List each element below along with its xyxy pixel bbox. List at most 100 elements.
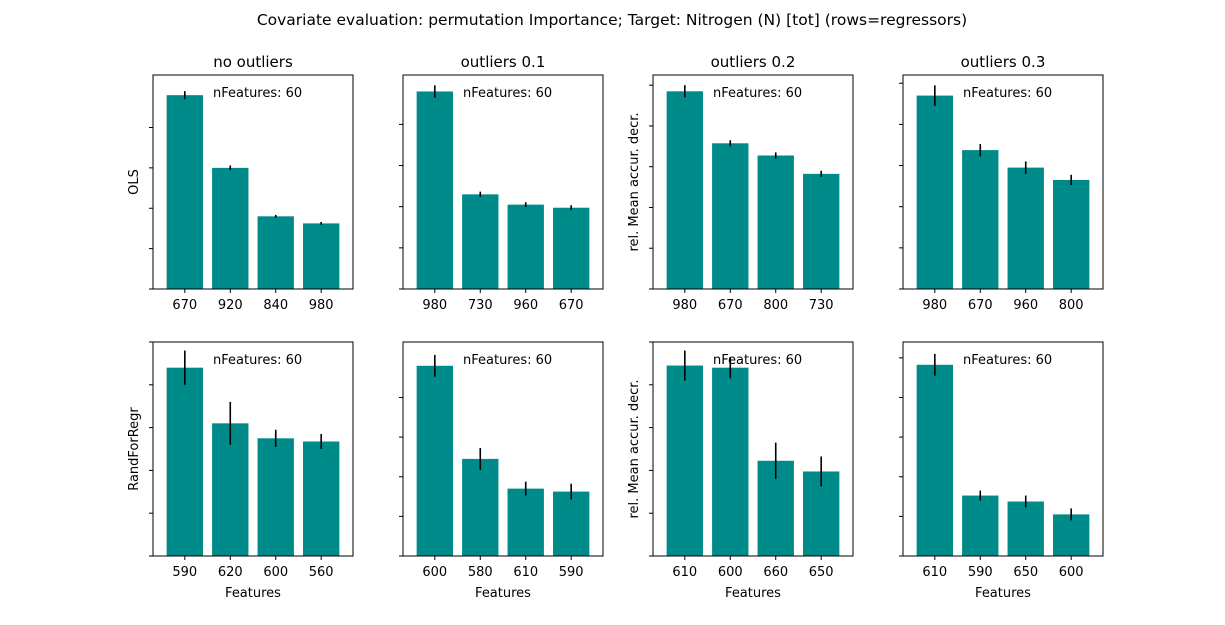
subplot-2-3: 610 600 660 650 nFeatures: 60 Features rel. Me…	[627, 341, 854, 601]
bar	[553, 207, 590, 289]
x-tick-label: 800	[1059, 298, 1084, 313]
bar	[212, 423, 249, 556]
axes-frame	[652, 341, 854, 557]
axes-frame	[152, 341, 354, 557]
bar	[212, 167, 249, 289]
bar	[507, 204, 544, 289]
annotation-label: nFeatures: 60	[963, 353, 1052, 368]
x-tick-label: 610	[513, 565, 538, 580]
y-axis-label: OLS	[127, 169, 142, 195]
x-tick-label: 960	[513, 298, 538, 313]
x-tick-label: 960	[1013, 298, 1038, 313]
bar	[257, 216, 294, 289]
annotation-label: nFeatures: 60	[213, 86, 302, 101]
bar	[416, 91, 453, 290]
subplot-title: outliers 0.2	[711, 53, 796, 71]
x-tick-label: 590	[172, 565, 197, 580]
subplot-1-3: 980 670 800 730 nFeatures: 60 outliers 0.2 rel…	[627, 53, 854, 313]
y-axis-label: rel. Mean accur. decr.	[627, 379, 642, 518]
x-tick-label: 600	[1059, 565, 1084, 580]
x-tick-label: 980	[922, 298, 947, 313]
bar	[1053, 514, 1090, 556]
x-tick-label: 660	[763, 565, 788, 580]
subplot-title: outliers 0.1	[461, 53, 546, 71]
axes-frame	[902, 74, 1104, 290]
bar	[666, 365, 703, 556]
bar	[416, 365, 453, 556]
x-tick-label: 980	[309, 298, 334, 313]
bar	[962, 495, 999, 556]
subplot-1-2: 980 730 960 670 nFeatures: 60 outliers 0.1	[399, 53, 604, 313]
annotation-label: nFeatures: 60	[713, 353, 802, 368]
subplot-2-2: 600 580 610 590 nFeatures: 60 Features	[399, 341, 604, 601]
annotation-label: nFeatures: 60	[213, 353, 302, 368]
bar	[916, 364, 953, 556]
x-tick-label: 650	[809, 565, 834, 580]
bar	[1007, 501, 1044, 556]
bar	[303, 441, 340, 556]
subplot-1-4: 980 670 960 800 nFeatures: 60 outliers 0.3	[899, 53, 1104, 313]
x-tick-label: 590	[968, 565, 993, 580]
subplot-2-1: 590 620 600 560 nFeatures: 60 Features RandFor…	[127, 341, 354, 601]
annotation-label: nFeatures: 60	[713, 86, 802, 101]
x-tick-label: 730	[468, 298, 493, 313]
subplot-title: outliers 0.3	[961, 53, 1046, 71]
axes-frame	[402, 341, 604, 557]
x-tick-label: 650	[1013, 565, 1038, 580]
subplot-grid: 670 920 840 980 nFeatures: 60 no outliers OLS 9…	[127, 53, 1104, 601]
bar	[462, 194, 499, 289]
bar	[916, 95, 953, 289]
bar	[712, 367, 749, 556]
x-tick-label: 620	[218, 565, 243, 580]
x-tick-label: 670	[172, 298, 197, 313]
y-axis-label: rel. Mean accur. decr.	[627, 112, 642, 251]
annotation-label: nFeatures: 60	[463, 353, 552, 368]
subplot-1-1: 670 920 840 980 nFeatures: 60 no outliers OLS	[127, 53, 354, 313]
x-axis-label: Features	[225, 586, 281, 601]
x-tick-label: 670	[968, 298, 993, 313]
y-axis-label: RandForRegr	[127, 407, 142, 491]
bar	[166, 95, 203, 289]
bar	[962, 150, 999, 289]
axes-frame	[402, 74, 604, 290]
x-tick-label: 610	[672, 565, 697, 580]
x-axis-label: Features	[975, 586, 1031, 601]
bar	[757, 155, 794, 289]
x-tick-label: 600	[422, 565, 447, 580]
x-tick-label: 980	[672, 298, 697, 313]
bar	[257, 438, 294, 556]
bar	[462, 458, 499, 556]
x-tick-label: 730	[809, 298, 834, 313]
x-tick-label: 600	[718, 565, 743, 580]
bar	[303, 223, 340, 289]
axes-frame	[902, 341, 1104, 557]
bar	[712, 143, 749, 289]
annotation-label: nFeatures: 60	[963, 86, 1052, 101]
x-tick-label: 600	[263, 565, 288, 580]
subplot-2-4: 610 590 650 600 nFeatures: 60 Features	[899, 341, 1104, 601]
subplot-title: no outliers	[213, 53, 293, 71]
axes-frame	[652, 74, 854, 290]
x-axis-label: Features	[725, 586, 781, 601]
figure-suptitle: Covariate evaluation: permutation Import…	[257, 11, 967, 29]
x-tick-label: 580	[468, 565, 493, 580]
bar	[666, 91, 703, 289]
x-tick-label: 840	[263, 298, 288, 313]
bar	[553, 491, 590, 556]
annotation-label: nFeatures: 60	[463, 86, 552, 101]
bar	[1053, 179, 1090, 289]
bar	[507, 488, 544, 556]
x-tick-label: 560	[309, 565, 334, 580]
x-axis-label: Features	[475, 586, 531, 601]
x-tick-label: 610	[922, 565, 947, 580]
axes-frame	[152, 74, 354, 290]
x-tick-label: 800	[763, 298, 788, 313]
bar	[1007, 167, 1044, 289]
x-tick-label: 670	[718, 298, 743, 313]
x-tick-label: 670	[559, 298, 584, 313]
x-tick-label: 920	[218, 298, 243, 313]
bar	[166, 367, 203, 556]
x-tick-label: 590	[559, 565, 584, 580]
x-tick-label: 980	[422, 298, 447, 313]
